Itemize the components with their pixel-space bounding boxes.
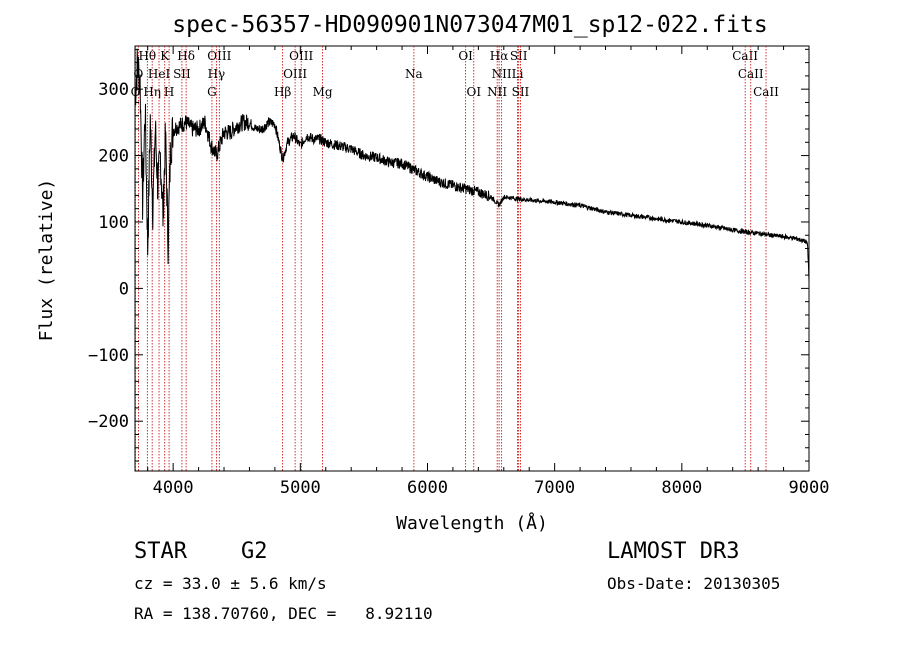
line-label-10: HeI [148,67,171,81]
line-label-20: H [164,85,174,99]
line-label-21: G [207,85,217,99]
y-tick-label-3: 100 [98,213,129,233]
line-label-2: Hδ [177,49,195,63]
line-label-19: Hη [143,85,161,99]
y-tick-label-4: 200 [98,147,129,167]
obs-date: Obs-Date: 20130305 [607,574,781,593]
ra-dec: RA = 138.70760, DEC = 8.92110 [134,604,433,623]
line-label-1: K [160,49,170,63]
line-label-0: Hθ [138,49,156,63]
object-class: STAR [134,539,187,564]
line-label-3: OIII [207,49,231,63]
x-tick-label-4: 8000 [661,478,702,498]
line-label-11: SII [173,67,191,81]
spectrum-line [134,49,810,282]
y-axis-label: Flux (relative) [36,179,57,342]
plot-frame [134,45,810,472]
x-tick-label-2: 6000 [407,478,448,498]
line-label-17: CaII [738,67,764,81]
line-label-26: SII [512,85,530,99]
survey-name: LAMOST DR3 [607,539,740,564]
line-label-23: Mg [313,85,333,99]
y-tick-label-1: −100 [88,346,129,366]
line-label-24: OI [466,85,481,99]
line-label-16: Li [512,67,524,81]
line-label-8: CaII [732,49,758,63]
y-tick-label-2: 0 [119,279,129,299]
line-label-7: SII [510,49,528,63]
x-tick-label-5: 9000 [789,478,830,498]
line-label-25: NII [487,85,507,99]
x-tick-label-1: 5000 [280,478,321,498]
spectrum-series [134,49,810,282]
line-label-14: Na [405,67,423,81]
redshift-cz: cz = 33.0 ± 5.6 km/s [134,574,327,593]
y-tick-label-0: −200 [88,412,129,432]
line-label-6: Hα [490,49,509,63]
x-tick-label-0: 4000 [153,478,194,498]
plot-axes [134,45,810,472]
line-label-12: Hγ [208,67,226,81]
axis-ticks: 4000 5000 6000 7000 8000 9000 −200 −100 0 100 200 3… [88,46,829,498]
object-subclass: G2 [241,539,268,564]
line-label-22: Hβ [274,85,291,99]
x-tick-label-3: 7000 [534,478,575,498]
line-label-5: OI [458,49,473,63]
x-axis-label: Wavelength (Å) [396,512,548,534]
line-label-13: OIII [283,67,307,81]
chart-title: spec-56357-HD090901N073047M01_sp12-022.f… [172,12,767,38]
y-tick-label-5: 300 [98,80,129,100]
line-label-15: NII [492,67,512,81]
line-label-27: CaII [753,85,779,99]
line-label-4: OIII [289,49,313,63]
